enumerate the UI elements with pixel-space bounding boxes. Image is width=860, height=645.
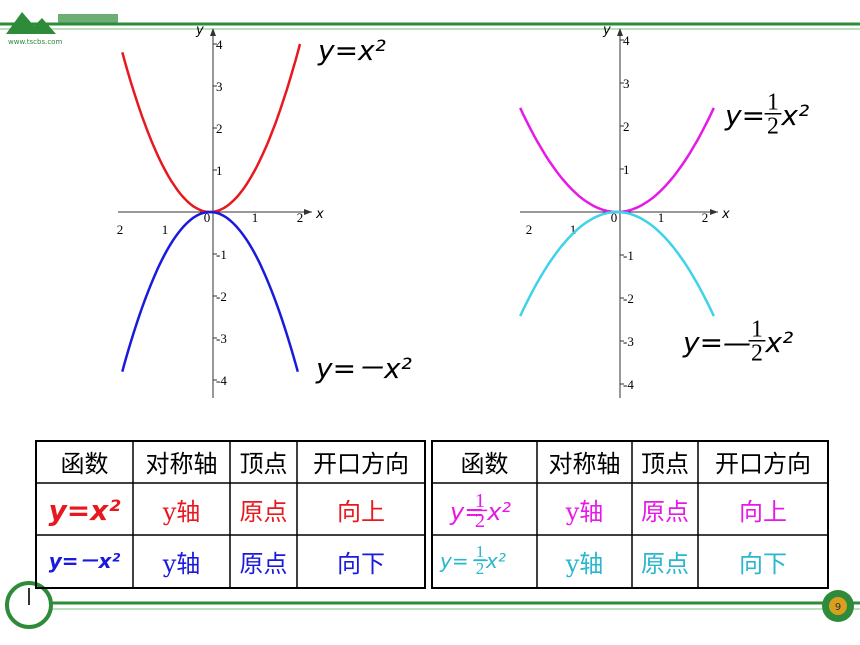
table-header: 函数 — [461, 450, 509, 478]
cell-function-suffix: x² — [486, 498, 511, 526]
y-tick-label: 2 — [623, 119, 630, 134]
y-tick-label: -3 — [216, 331, 227, 346]
y-tick-label: -4 — [623, 377, 634, 392]
x-tick-label: 1 — [162, 222, 169, 237]
cell: 原点 — [641, 498, 689, 526]
table-header: 顶点 — [641, 450, 689, 478]
page-number: 9 — [835, 602, 841, 613]
curve-label-prefix: y=— — [682, 326, 751, 359]
x-tick-label: 1 — [658, 210, 665, 225]
cell: y轴 — [565, 550, 604, 578]
cell: 原点 — [240, 550, 288, 578]
table-header: 开口方向 — [313, 450, 409, 478]
cell-function: y=－x² — [49, 549, 121, 573]
cell-function-suffix: x² — [485, 549, 506, 573]
logo-url: www.tscbs.com — [8, 38, 62, 46]
x-tick-label: 0 — [204, 210, 211, 225]
table-border — [431, 440, 829, 589]
y-axis-label: y — [602, 23, 611, 38]
cell: y轴 — [162, 550, 201, 578]
table-header: 开口方向 — [715, 450, 811, 478]
x-tick-label: 0 — [611, 210, 618, 225]
y-tick-label: -1 — [216, 247, 227, 262]
parabola — [121, 43, 302, 214]
curve-label-suffix: x² — [764, 326, 793, 359]
y-tick-label: 1 — [216, 163, 223, 178]
cell: 原点 — [641, 550, 689, 578]
footer — [5, 581, 860, 629]
x-tick-label: 2 — [526, 222, 533, 237]
y-tick-label: 4 — [216, 37, 223, 52]
cell: 原点 — [240, 498, 288, 526]
curve-label-den: 2 — [751, 340, 763, 366]
y-tick-label: 2 — [216, 121, 223, 136]
table-header: 顶点 — [240, 450, 288, 478]
curve-label-den: 2 — [767, 113, 779, 139]
y-tick-label: 4 — [623, 33, 630, 48]
cell: y轴 — [162, 498, 201, 526]
y-axis-label: y — [195, 23, 204, 38]
curve-label-num: 1 — [767, 90, 779, 116]
x-arrow — [304, 209, 312, 215]
table-header: 函数 — [61, 450, 109, 478]
parabola — [121, 210, 300, 373]
cell: 向上 — [337, 498, 385, 526]
cell-function-num: 1 — [476, 542, 485, 561]
curve-label-suffix: x² — [780, 99, 809, 132]
y-tick-label: 1 — [623, 162, 630, 177]
parabola — [519, 210, 715, 317]
cell: 向下 — [739, 550, 787, 578]
curve-label: y=－x² — [315, 352, 412, 385]
cell: 向上 — [739, 498, 787, 526]
y-arrow — [210, 28, 216, 36]
y-tick-label: -3 — [623, 334, 634, 349]
curve-label-prefix: y= — [724, 99, 765, 132]
y-tick-label: -2 — [216, 289, 227, 304]
y-tick-label: 3 — [216, 79, 223, 94]
x-tick-label: 2 — [297, 210, 304, 225]
cell-function-den: 2 — [475, 510, 485, 532]
cell-function-den: 2 — [476, 559, 485, 578]
cell-function-prefix: y=－ — [439, 549, 489, 573]
x-tick-label: 2 — [702, 210, 709, 225]
curve-label: y=x² — [317, 34, 386, 67]
x-tick-label: 1 — [570, 222, 577, 237]
x-tick-label: 1 — [252, 210, 259, 225]
x-axis-label: x — [721, 207, 730, 222]
y-tick-label: 3 — [623, 76, 630, 91]
parabola — [519, 107, 715, 214]
y-tick-label: -2 — [623, 291, 634, 306]
cell: 向下 — [337, 550, 385, 578]
x-tick-label: 2 — [117, 222, 124, 237]
y-arrow — [617, 28, 623, 36]
x-arrow — [710, 209, 718, 215]
curve-label-num: 1 — [751, 317, 763, 343]
cell-function-prefix: y= — [449, 498, 484, 526]
y-tick-label: -4 — [216, 373, 227, 388]
table-header: 对称轴 — [146, 450, 218, 478]
header — [0, 12, 860, 34]
cell-function: y=x² — [48, 494, 121, 527]
x-axis-label: x — [315, 207, 324, 222]
table-header: 对称轴 — [549, 450, 621, 478]
cell-function-num: 1 — [475, 490, 485, 512]
y-tick-label: -1 — [623, 248, 634, 263]
cell: y轴 — [565, 498, 604, 526]
